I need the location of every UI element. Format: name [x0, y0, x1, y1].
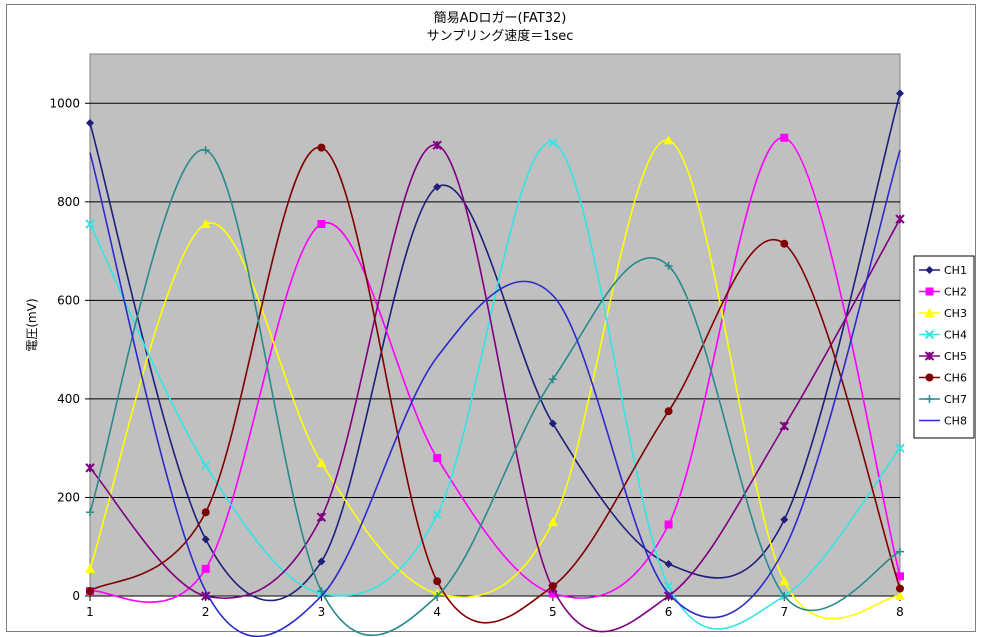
- point-ch2-4: [433, 454, 441, 462]
- y-axis-ticks: 0 200 400 600 800 1000: [49, 96, 90, 603]
- legend-label-ch7: CH7: [944, 393, 967, 406]
- point-ch6-1: [86, 587, 94, 595]
- point-ch2-7: [780, 134, 788, 142]
- legend-label-ch8: CH8: [944, 415, 967, 428]
- point-ch6-2: [202, 508, 210, 516]
- chart-title: 簡易ADロガー(FAT32): [434, 11, 567, 26]
- y-axis-label: 電圧(mV): [25, 298, 39, 351]
- x-tick-label-1: 1: [86, 605, 94, 619]
- legend-label-ch2: CH2: [944, 286, 967, 299]
- legend-label-ch4: CH4: [944, 329, 967, 342]
- y-tick-label-600: 600: [57, 293, 80, 307]
- point-ch6-7: [780, 240, 788, 248]
- point-ch6-5: [549, 582, 557, 590]
- point-ch6-8: [896, 585, 904, 593]
- point-ch2-3: [317, 220, 325, 228]
- point-ch6-6: [665, 407, 673, 415]
- y-tick-label-0: 0: [72, 589, 80, 603]
- legend: CH1 CH2 CH3 CH4 CH5 CH6 CH7 CH8: [914, 256, 974, 438]
- legend-label-ch3: CH3: [944, 307, 967, 320]
- x-tick-label-7: 7: [780, 605, 788, 619]
- x-tick-label-3: 3: [318, 605, 326, 619]
- y-tick-label-400: 400: [57, 392, 80, 406]
- x-tick-label-8: 8: [896, 605, 904, 619]
- legend-label-ch5: CH5: [944, 350, 967, 363]
- y-tick-label-200: 200: [57, 490, 80, 504]
- y-tick-label-1000: 1000: [49, 96, 80, 110]
- point-ch6-4: [433, 577, 441, 585]
- legend-label-ch1: CH1: [944, 264, 967, 277]
- legend-marker-ch2: [926, 288, 934, 296]
- x-tick-label-5: 5: [549, 605, 557, 619]
- x-tick-label-6: 6: [665, 605, 673, 619]
- y-tick-label-800: 800: [57, 195, 80, 209]
- point-ch2-2: [202, 565, 210, 573]
- legend-marker-ch6: [926, 374, 934, 382]
- legend-box: [914, 256, 974, 438]
- plot-area: [90, 54, 900, 596]
- x-tick-label-2: 2: [202, 605, 210, 619]
- legend-label-ch6: CH6: [944, 372, 967, 385]
- point-ch6-3: [317, 144, 325, 152]
- point-ch2-6: [665, 521, 673, 529]
- x-tick-label-4: 4: [433, 605, 441, 619]
- chart-subtitle: サンプリング速度＝1sec: [427, 28, 574, 44]
